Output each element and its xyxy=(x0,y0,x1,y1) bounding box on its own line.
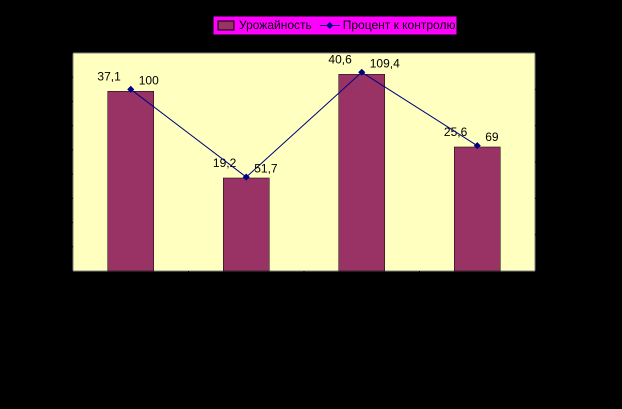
line-value-label: 69 xyxy=(485,130,499,144)
line-marker xyxy=(127,85,135,93)
bar xyxy=(338,74,385,272)
line xyxy=(130,71,478,178)
bar-value-label: 40,6 xyxy=(328,52,352,66)
bar xyxy=(223,177,270,272)
bar-value-label: 19,2 xyxy=(213,156,237,170)
bar-value-label: 37,1 xyxy=(97,69,121,83)
bar xyxy=(107,91,154,272)
line-marker xyxy=(473,142,481,150)
legend-label: Процент к контролю xyxy=(343,18,456,32)
legend-marker xyxy=(326,21,334,30)
line-value-label: 51,7 xyxy=(254,161,278,175)
line-marker xyxy=(242,173,250,181)
line-value-label: 100 xyxy=(139,74,159,88)
line-value-label: 109,4 xyxy=(370,56,400,70)
legend-swatch xyxy=(217,20,235,31)
legend-label: Урожайность xyxy=(239,18,312,32)
bar xyxy=(454,146,501,272)
line-marker xyxy=(358,68,366,76)
